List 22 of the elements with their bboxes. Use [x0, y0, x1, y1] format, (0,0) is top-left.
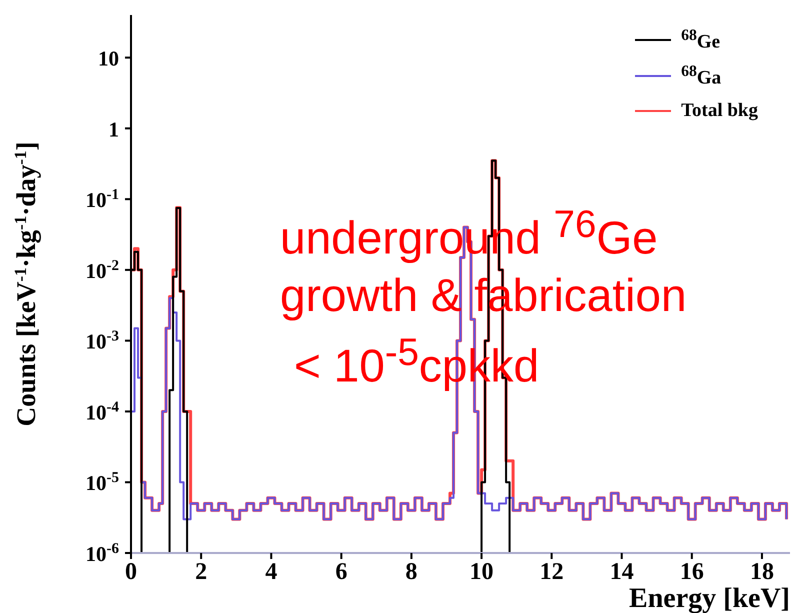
x-tick-label: 18	[750, 559, 774, 585]
x-tick-label: 10	[470, 559, 494, 585]
x-tick-label: 8	[405, 559, 418, 585]
y-tick-label: 10$^{-6}$	[86, 541, 120, 566]
y-tick-label: 10	[98, 46, 119, 71]
legend-label: Total bkg	[681, 100, 758, 122]
x-tick-label: 4	[265, 559, 278, 585]
x-tick-label: 14	[610, 559, 634, 585]
y-tick-label: 10$^{-3}$	[86, 328, 119, 354]
x-tick-label: 6	[335, 559, 348, 585]
x-axis-title: Energy [keV]	[629, 583, 790, 613]
x-tick-label: 12	[540, 559, 564, 585]
x-tick-label: 16	[680, 559, 704, 585]
y-tick-label: 10$^{-2}$	[86, 258, 119, 283]
y-tick-label: 10$^{-1}$	[86, 187, 119, 212]
x-tick-label: 2	[195, 559, 208, 585]
y-tick-label: 10$^{-4}$	[86, 399, 120, 424]
y-tick-label: 1	[108, 117, 119, 142]
x-tick-label: 0	[125, 559, 137, 585]
y-tick-label: 10$^{-5}$	[86, 470, 119, 496]
legend-label: $^{68}$Ga	[681, 63, 722, 90]
legend-label: $^{68}$Ge	[681, 27, 720, 54]
